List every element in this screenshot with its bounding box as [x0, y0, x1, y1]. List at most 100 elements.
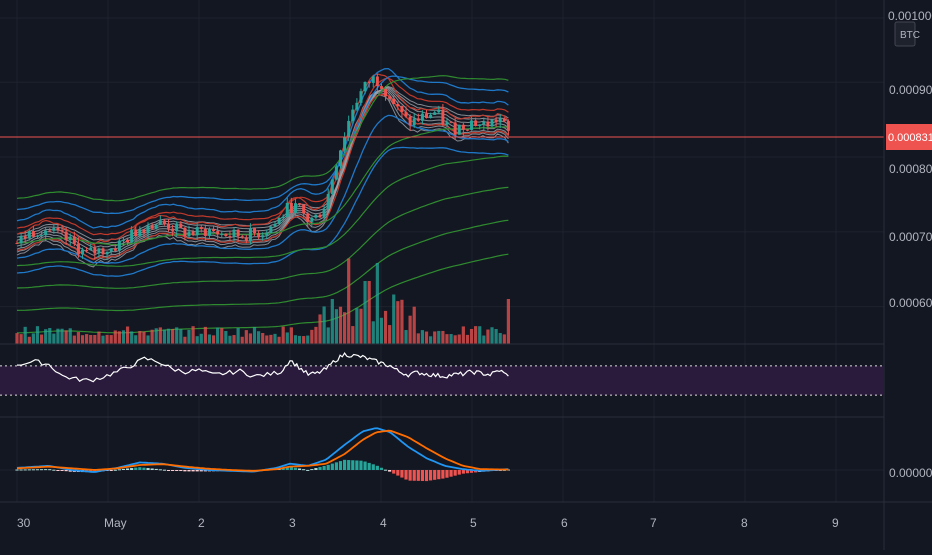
candle-body	[314, 214, 318, 218]
macd-histogram-bar	[44, 469, 48, 471]
ma-line-green	[16, 155, 509, 267]
volume-bar	[330, 299, 334, 344]
volume-bars	[15, 258, 510, 344]
macd-histogram-bar	[285, 467, 289, 470]
candle-body	[416, 118, 420, 121]
time-axis-label: 30	[17, 516, 31, 530]
candle-body	[281, 216, 285, 218]
volume-bar	[478, 326, 482, 344]
macd-histogram-bar	[289, 467, 293, 470]
candle-body	[420, 113, 424, 121]
macd-histogram-bar	[154, 468, 158, 470]
candle-body	[355, 102, 359, 110]
time-axis-label: 9	[832, 516, 839, 530]
macd-histogram-bar	[130, 468, 134, 470]
macd-histogram-bar	[171, 470, 175, 471]
currency-badge[interactable]: BTC	[894, 21, 920, 47]
candle-body	[273, 223, 277, 227]
volume-bar	[117, 331, 121, 344]
macd-histogram-bar	[23, 469, 27, 471]
macd-histogram-bar	[310, 469, 314, 471]
macd-histogram-bar	[199, 470, 203, 472]
volume-bar	[318, 314, 322, 344]
candle-body	[298, 203, 302, 205]
volume-bar	[183, 336, 187, 344]
candle-body	[351, 109, 355, 121]
macd-histogram-bar	[453, 470, 457, 476]
candle-body	[138, 229, 142, 236]
time-axis[interactable]: 30 May 2 3 4 5 6 7 8 9	[17, 516, 839, 530]
candle-body	[285, 202, 289, 217]
volume-bar	[56, 328, 60, 344]
macd-histogram-bar	[19, 469, 23, 471]
macd-histogram-bar	[35, 469, 40, 471]
volume-bar	[408, 315, 412, 344]
macd-panel	[15, 427, 510, 482]
candle-body	[253, 228, 257, 234]
macd-histogram-bar	[359, 460, 363, 470]
volume-bar	[261, 333, 265, 344]
macd-histogram-bar	[179, 470, 183, 472]
candle-body	[277, 217, 281, 224]
candle-body	[109, 248, 113, 252]
volume-bar	[412, 306, 416, 344]
candle-body	[449, 121, 453, 123]
volume-bar	[60, 328, 64, 344]
candle-body	[482, 121, 486, 125]
macd-histogram-bar	[322, 465, 326, 470]
macd-histogram-bar	[27, 469, 31, 471]
macd-histogram-bar	[388, 470, 392, 472]
candle-body	[154, 224, 158, 229]
candle-body	[224, 233, 228, 237]
candle-body	[367, 82, 371, 84]
candle-body	[400, 106, 404, 112]
candle-body	[339, 150, 343, 167]
candle-body	[269, 226, 273, 233]
candle-body	[465, 129, 469, 131]
macd-histogram-bar	[31, 469, 35, 471]
volume-bar	[138, 331, 142, 344]
candle-body	[490, 119, 494, 127]
candle-body	[486, 121, 490, 127]
rsi-panel	[0, 352, 884, 396]
volume-bar	[52, 333, 56, 344]
ma-line-blue	[16, 146, 509, 277]
volume-bar	[416, 333, 420, 344]
candle-body	[19, 236, 23, 244]
macd-histogram-bar	[314, 468, 318, 470]
time-axis-label: 5	[470, 516, 477, 530]
candle-body	[23, 236, 27, 239]
candle-body	[60, 230, 64, 232]
volume-bar	[400, 299, 404, 344]
candle-body	[310, 217, 314, 222]
volume-bar	[404, 330, 408, 344]
candle-body	[150, 225, 154, 229]
volume-bar	[441, 330, 445, 344]
volume-bar	[113, 330, 117, 344]
volume-bar	[371, 321, 375, 344]
candle-body	[408, 116, 412, 126]
candle-body	[236, 229, 240, 237]
volume-bar	[80, 335, 85, 344]
volume-bar	[68, 328, 72, 344]
macd-histogram-bar	[416, 470, 420, 481]
macd-histogram-bar	[445, 470, 449, 478]
candle-body	[330, 179, 334, 195]
volume-bar	[228, 335, 232, 344]
volume-bar	[252, 327, 257, 344]
price-axis[interactable]: 0.00100000 0.00090000 0.00080000 0.00070…	[888, 9, 932, 310]
candle-body	[244, 237, 248, 242]
ma-line-blue	[16, 67, 509, 229]
macd-histogram-bar	[441, 470, 445, 479]
candle-body	[396, 103, 400, 107]
volume-bar	[355, 308, 359, 344]
macd-histogram-bar	[175, 470, 179, 471]
macd-histogram-bar	[68, 470, 72, 472]
volume-bar	[392, 294, 396, 344]
price-axis-top-label: 0.00100000	[888, 9, 932, 23]
macd-histogram-bar	[183, 470, 187, 472]
volume-bar	[130, 331, 134, 344]
volume-bar	[220, 328, 224, 344]
